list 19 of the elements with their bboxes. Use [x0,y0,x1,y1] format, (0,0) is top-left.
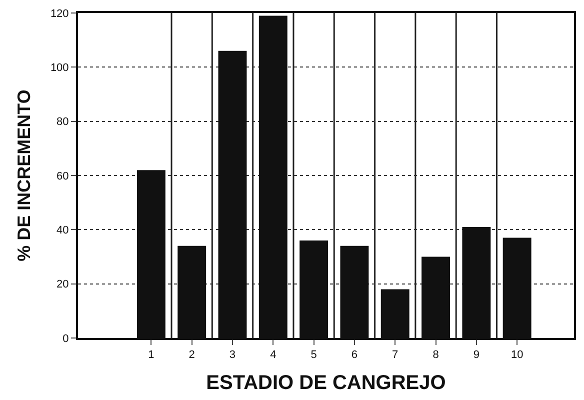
x-tick-label: 9 [473,349,480,362]
x-axis-title: ESTADIO DE CANGREJO [206,372,446,394]
y-tick-label: 40 [56,224,69,237]
y-tick-label: 100 [50,62,69,74]
y-tick-label: 80 [56,116,69,128]
y-tick-label: 20 [56,278,69,291]
x-tick-label: 7 [392,349,398,362]
x-tick-label: 1 [148,349,154,362]
y-tick-label: 0 [62,332,69,345]
x-tick-label: 6 [351,349,358,362]
x-tick-label: 5 [310,349,317,362]
y-tick-label: 60 [56,170,69,182]
x-tick-label: 2 [188,349,195,362]
y-tick-label: 120 [50,8,69,20]
x-tick-label: 10 [510,349,524,362]
x-tick-label: 8 [432,349,439,362]
x-tick-label: 4 [270,349,276,362]
y-axis-title: % DE INCREMENTO [14,90,34,262]
x-tick-label: 3 [229,349,236,362]
